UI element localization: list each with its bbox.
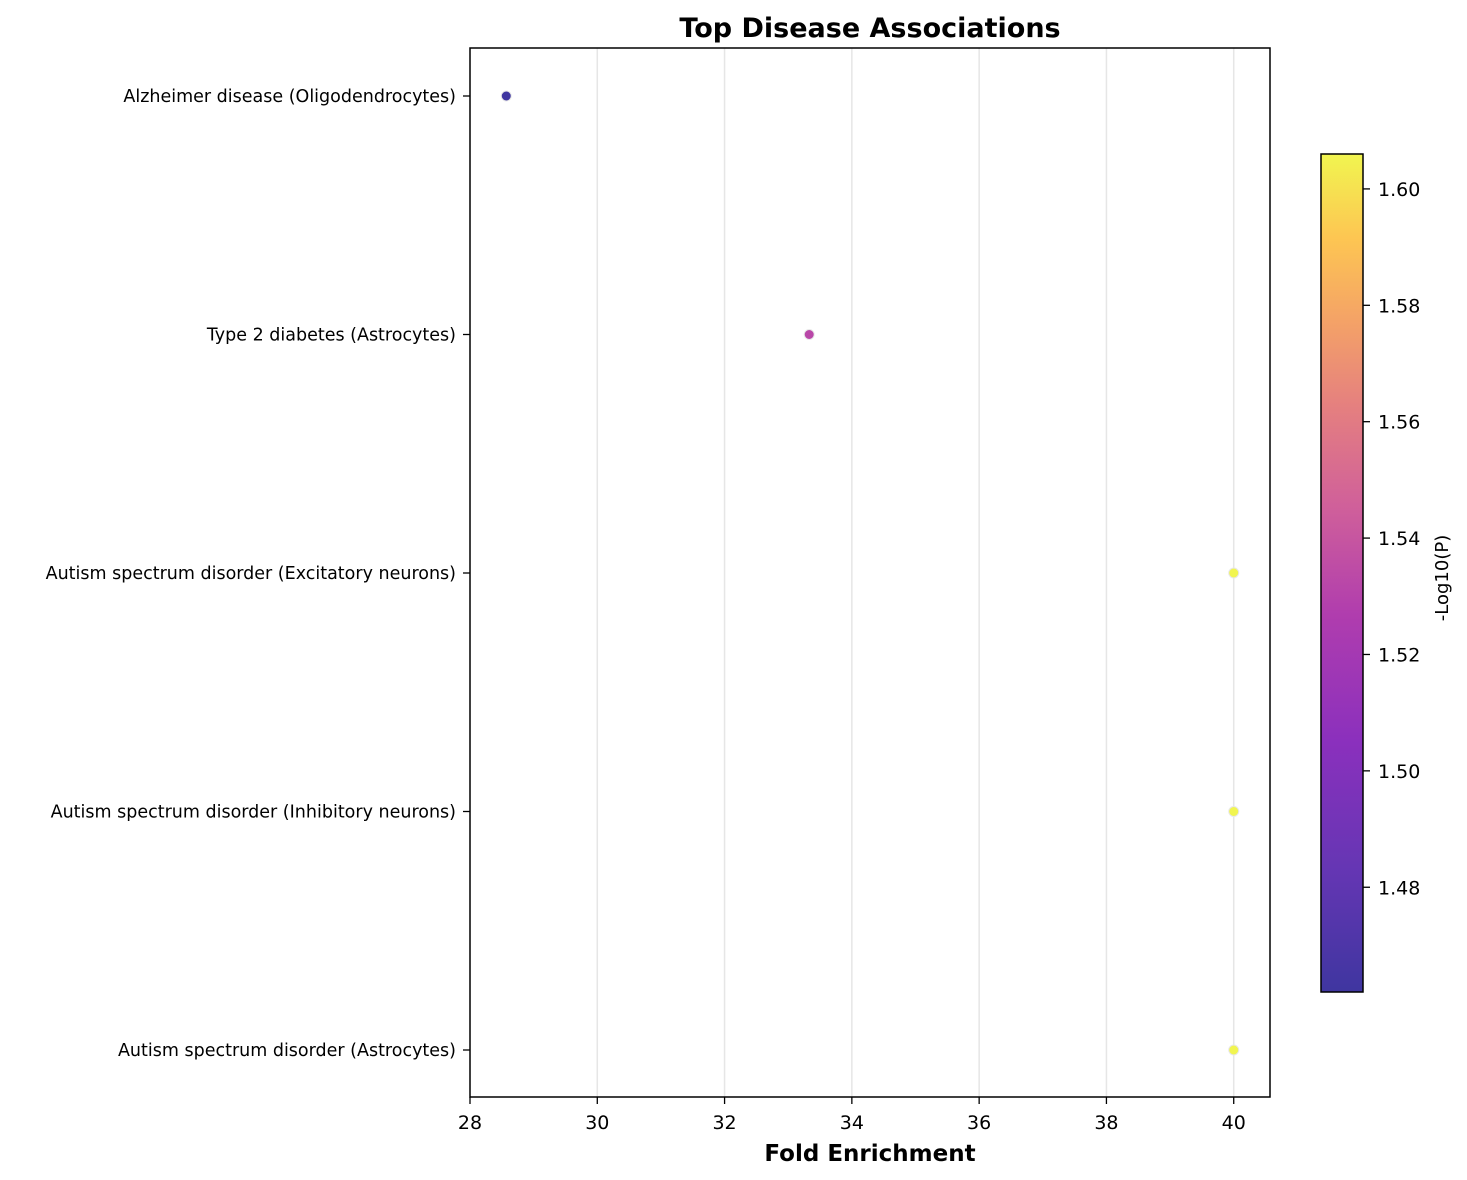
x-axis: 28 30 32 34 36 38 40 — [458, 1097, 1246, 1134]
x-tick-label: 34 — [840, 1112, 864, 1134]
y-tick-label: Autism spectrum disorder (Astrocytes) — [118, 1041, 456, 1061]
x-tick-label: 40 — [1222, 1112, 1246, 1134]
colorbar-tick-label: 1.52 — [1378, 644, 1420, 666]
scatter-point — [1228, 1044, 1240, 1056]
x-axis-label: Fold Enrichment — [764, 1141, 975, 1167]
scatter-point — [500, 90, 512, 102]
grid — [596, 48, 1235, 1097]
colorbar-tick-label: 1.48 — [1378, 877, 1420, 899]
scatter-point — [1228, 567, 1240, 579]
x-tick-label: 28 — [458, 1112, 482, 1134]
colorbar-tick-label: 1.54 — [1378, 528, 1420, 550]
x-tick-label: 30 — [585, 1112, 609, 1134]
y-tick-label: Type 2 diabetes (Astrocytes) — [206, 326, 456, 346]
scatter-point — [1228, 806, 1240, 817]
x-tick-label: 38 — [1094, 1112, 1118, 1134]
colorbar-tick-label: 1.56 — [1378, 412, 1420, 434]
colorbar-tick-label: 1.58 — [1378, 295, 1420, 317]
chart-title: Top Disease Associations — [679, 13, 1060, 44]
colorbar-gradient — [1320, 153, 1364, 993]
x-tick-label: 36 — [967, 1112, 991, 1134]
y-tick-label: Autism spectrum disorder (Inhibitory neu… — [51, 803, 456, 823]
plot-frame — [469, 47, 1271, 1098]
scatter-points — [500, 90, 1240, 1056]
y-tick-label: Autism spectrum disorder (Excitatory neu… — [46, 564, 456, 584]
colorbar-tick-label: 1.60 — [1378, 179, 1420, 201]
colorbar-label: -Log10(P) — [1432, 535, 1453, 621]
y-tick-label: Alzheimer disease (Oligodendrocytes) — [123, 87, 456, 107]
scatter-point — [803, 329, 815, 340]
y-axis: Alzheimer disease (Oligodendrocytes) Type… — [46, 87, 470, 1061]
colorbar-tick-label: 1.50 — [1378, 761, 1420, 783]
x-tick-label: 32 — [712, 1112, 736, 1134]
colorbar: 1.48 1.50 1.52 1.54 1.56 1.58 1.60 — [1320, 153, 1420, 993]
